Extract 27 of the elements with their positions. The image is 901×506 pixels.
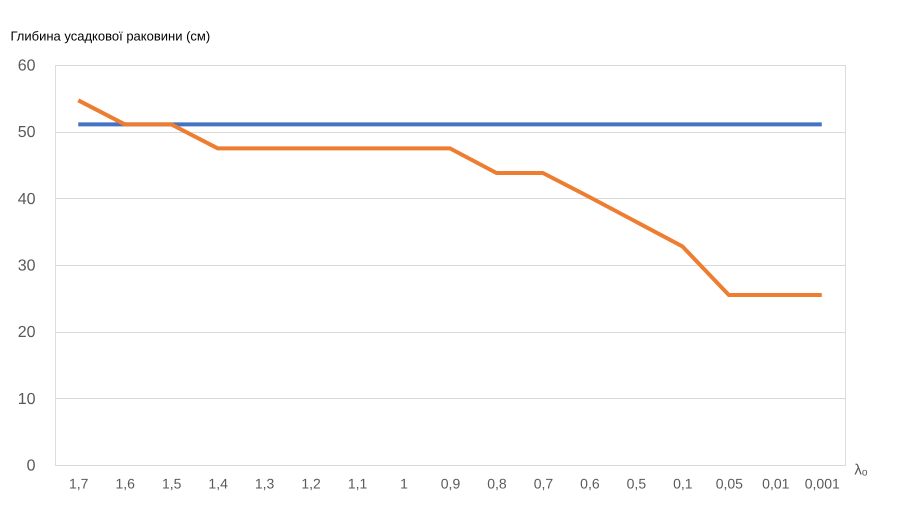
y-tick-label: 0	[26, 458, 36, 474]
x-tick-label: 0,5	[626, 476, 646, 492]
x-tick-label: 0,9	[440, 476, 460, 492]
x-tick-label: 1,7	[69, 476, 89, 492]
x-tick-label: 1,6	[115, 476, 136, 492]
x-tick-label: 0,7	[534, 476, 554, 492]
x-tick-label: 1,4	[208, 476, 228, 492]
y-axis-title: Глибина усадкової раковини (см)	[10, 28, 210, 44]
x-tick-label: 1	[400, 476, 408, 492]
y-tick-label: 40	[18, 190, 36, 208]
x-tick-label: 0,8	[487, 476, 507, 492]
y-tick-label: 10	[18, 390, 36, 408]
x-tick-label: 1,1	[348, 476, 368, 492]
line-series	[76, 98, 824, 297]
x-tick-label: 1,2	[301, 476, 322, 492]
x-tick-label: 1,5	[162, 476, 182, 492]
x-tick-label: 0,001	[804, 476, 840, 492]
y-tick-label: 60	[18, 58, 36, 74]
y-tick-label: 30	[18, 258, 36, 274]
x-tick-label: 1,3	[254, 476, 275, 492]
x-tick-label: 0,1	[673, 476, 693, 492]
y-tick-label: 20	[18, 324, 36, 342]
x-axis-title: λₒ	[854, 462, 868, 478]
x-tick-label: 0,01	[762, 476, 790, 492]
y-tick-label: 50	[18, 124, 36, 142]
x-tick-label: 0,05	[716, 476, 744, 492]
x-tick-label: 0,6	[580, 476, 600, 492]
